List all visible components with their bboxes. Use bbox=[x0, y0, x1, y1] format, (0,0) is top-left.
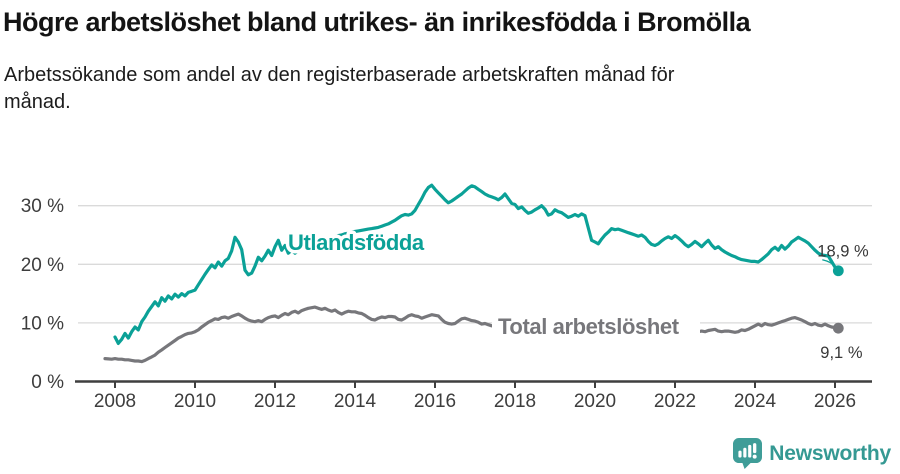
x-axis-tick-label: 2010 bbox=[174, 391, 216, 412]
subtitle-line-1: Arbetssökande som andel av den registerb… bbox=[4, 64, 675, 86]
subtitle-line-2: månad. bbox=[4, 91, 71, 113]
series-end-value-label: 18,9 % bbox=[817, 243, 869, 261]
series-line-total bbox=[103, 305, 840, 364]
x-axis-tick-label: 2014 bbox=[334, 391, 377, 412]
x-axis-tick-label: 2026 bbox=[814, 391, 856, 412]
x-axis-tick-label: 2016 bbox=[414, 391, 456, 412]
y-axis-tick-label: 10 % bbox=[21, 313, 64, 334]
y-axis-tick-label: 0 % bbox=[31, 372, 64, 393]
x-axis-tick-label: 2024 bbox=[734, 391, 777, 412]
series-inline-label: Total arbetslöshet bbox=[498, 314, 680, 339]
y-axis-tick-label: 30 % bbox=[21, 196, 64, 217]
x-axis-tick-label: 2018 bbox=[494, 391, 536, 412]
chart-subtitle: Arbetssökande som andel av den registerb… bbox=[4, 62, 896, 116]
x-axis-tick-label: 2020 bbox=[574, 391, 616, 412]
y-axis-tick-label: 20 % bbox=[21, 255, 64, 276]
newsworthy-logo-icon bbox=[733, 438, 763, 469]
x-axis-tick-label: 2008 bbox=[94, 391, 136, 412]
brand-name: Newsworthy bbox=[769, 441, 891, 465]
end-label-leader-line bbox=[822, 259, 836, 268]
chart-header: Högre arbetslöshet bland utrikes- än inr… bbox=[3, 4, 896, 116]
x-axis-tick-label: 2022 bbox=[654, 391, 696, 412]
newsworthy-brand-link[interactable]: Newsworthy bbox=[733, 438, 891, 469]
series-end-value-label: 9,1 % bbox=[820, 344, 863, 362]
series-line-utlandsfodda bbox=[113, 183, 840, 345]
x-axis-tick-label: 2012 bbox=[254, 391, 296, 412]
series-inline-label: Utlandsfödda bbox=[288, 230, 425, 255]
series-end-dot bbox=[832, 265, 844, 277]
series-end-dot bbox=[832, 322, 844, 334]
page-title: Högre arbetslöshet bland utrikes- än inr… bbox=[3, 7, 751, 37]
series-label-mask bbox=[492, 311, 700, 339]
